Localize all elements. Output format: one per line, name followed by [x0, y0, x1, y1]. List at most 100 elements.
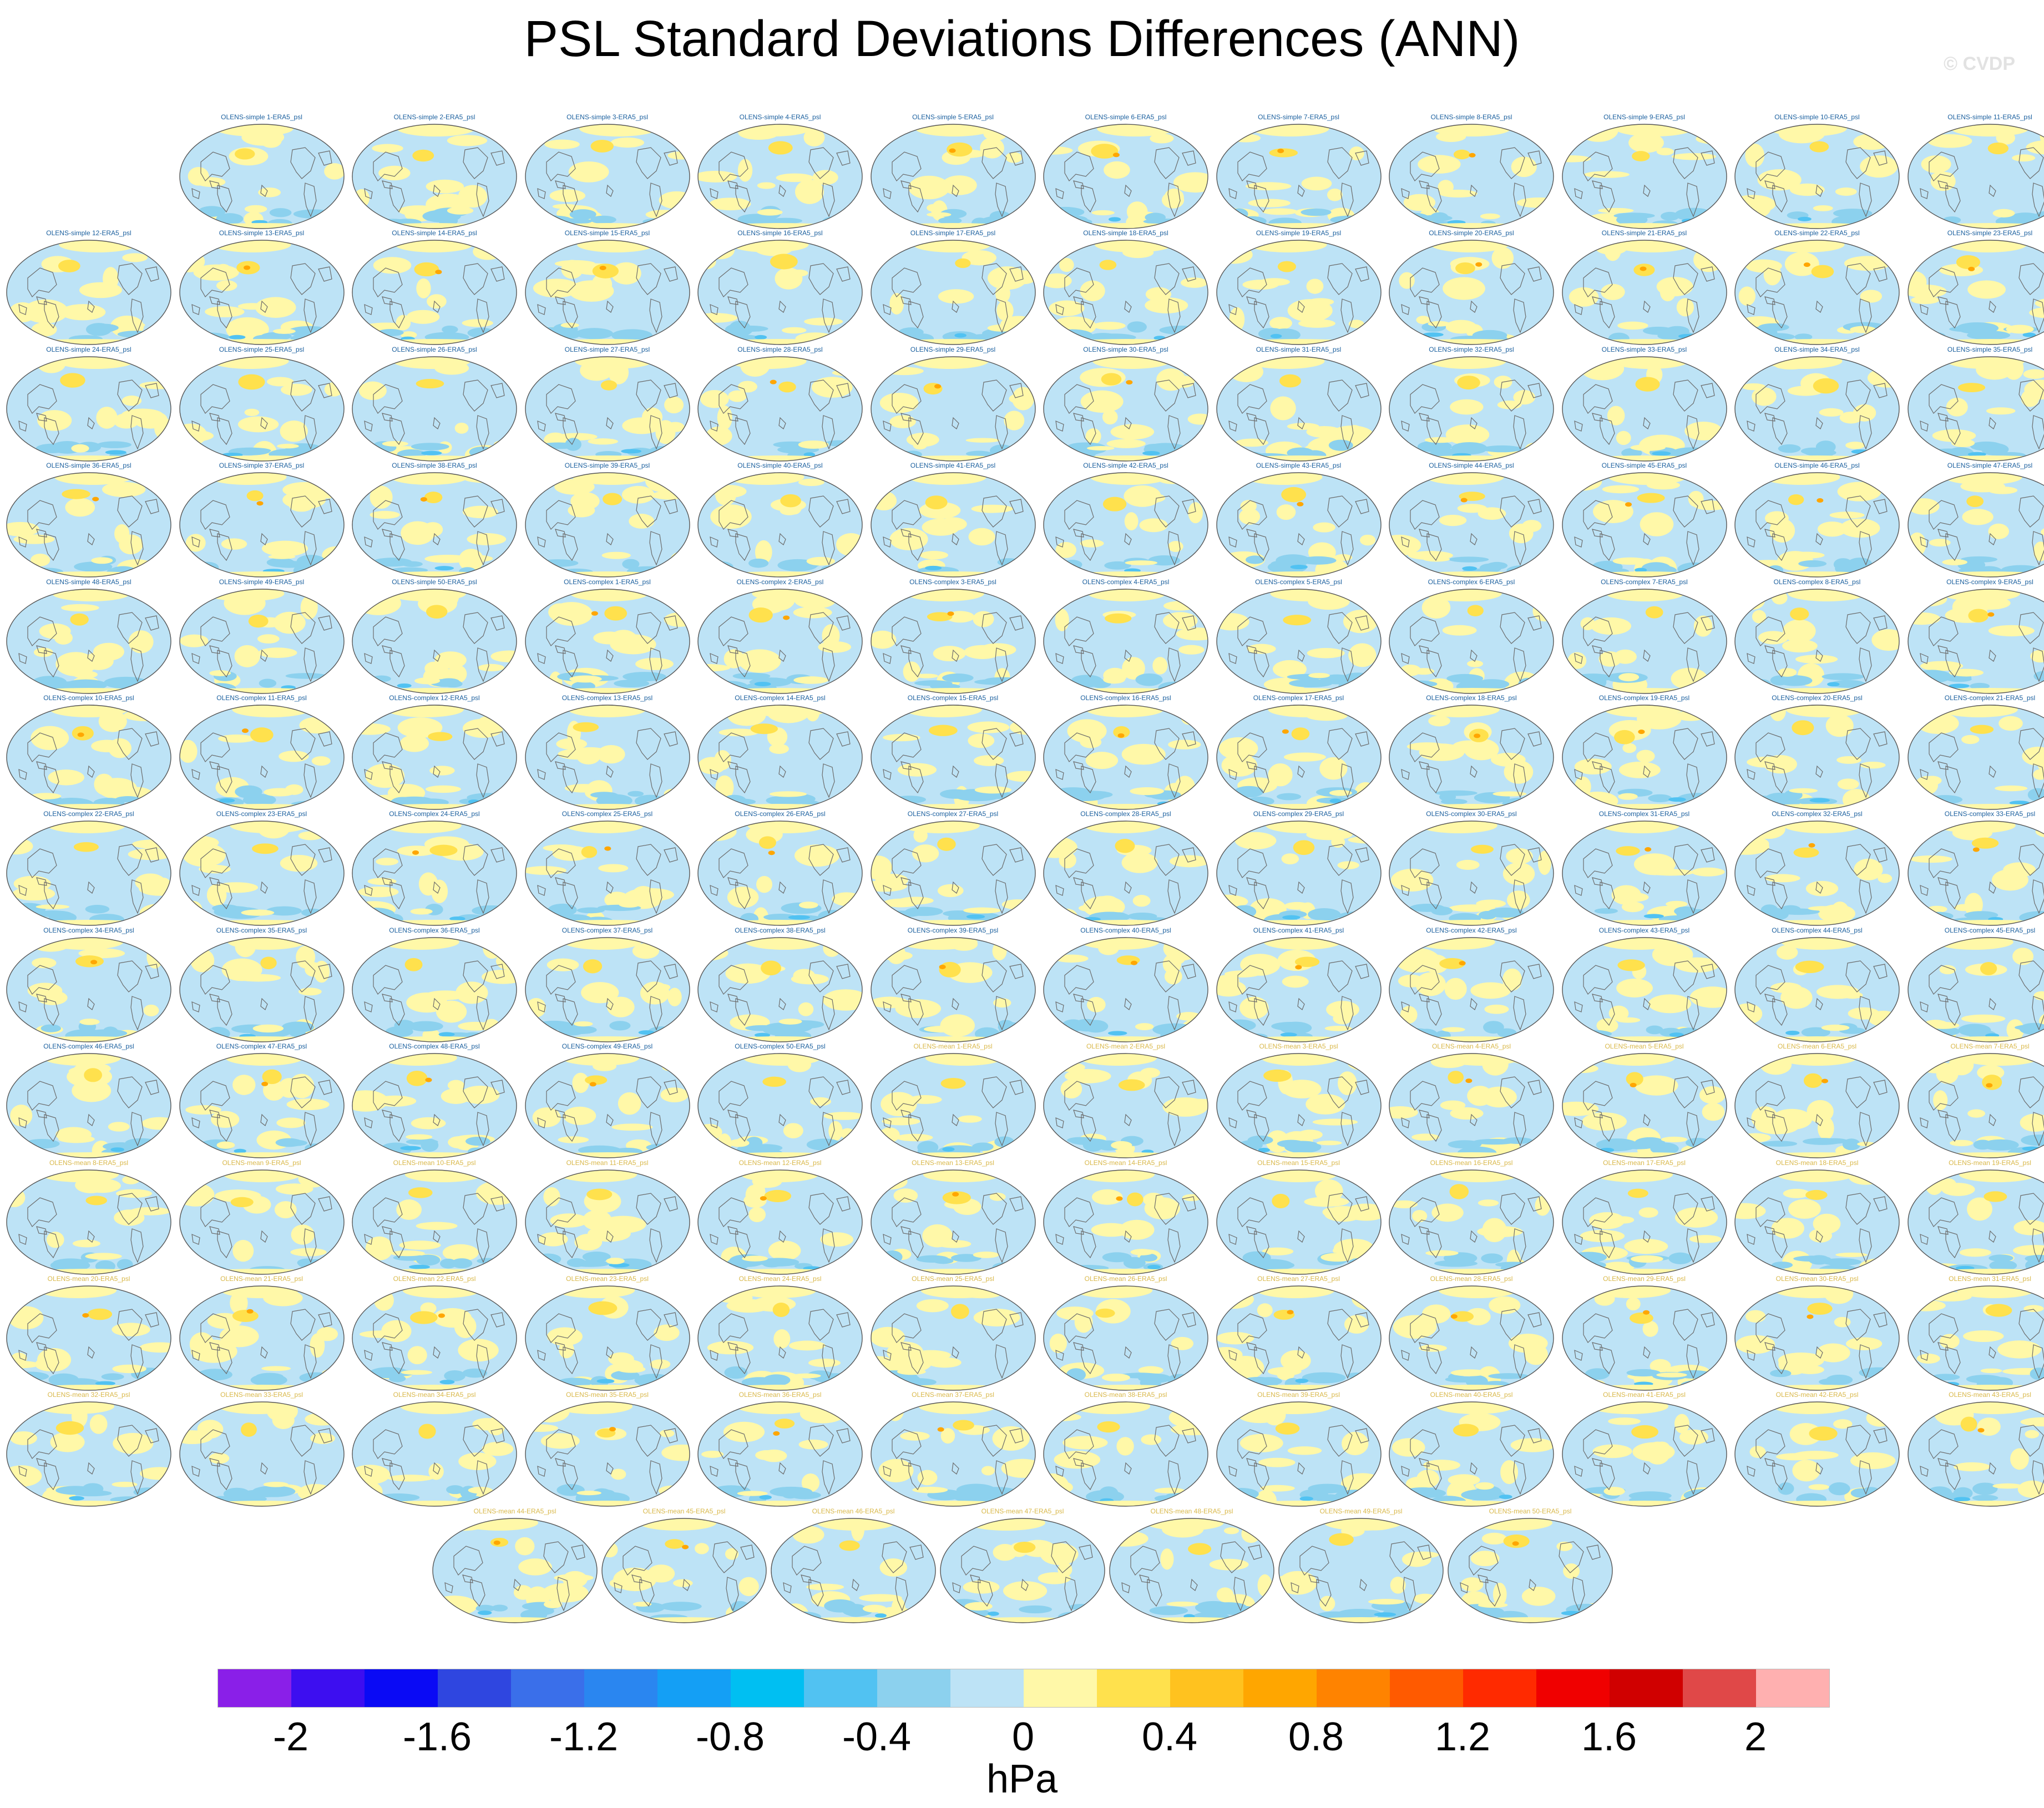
map-panel-label: OLENS-mean 20-ERA5_psl: [47, 1275, 130, 1283]
map-panel: OLENS-complex 17-ERA5_psl: [1216, 693, 1382, 811]
map-panel: OLENS-simple 25-ERA5_psl: [179, 345, 345, 462]
map-panel-label: OLENS-mean 17-ERA5_psl: [1603, 1158, 1686, 1167]
psl-difference-map: [524, 124, 690, 229]
colorbar-tick-label: 0.4: [1141, 1715, 1198, 1759]
map-panel: OLENS-simple 2-ERA5_psl: [351, 112, 518, 230]
map-panel: OLENS-complex 42-ERA5_psl: [1388, 925, 1555, 1043]
map-panel: OLENS-mean 12-ERA5_psl: [697, 1158, 863, 1275]
psl-difference-map: [1907, 1169, 2044, 1275]
map-panel-label: OLENS-complex 38-ERA5_psl: [735, 926, 826, 934]
map-panel-label: OLENS-complex 9-ERA5_psl: [1946, 578, 2033, 586]
map-panel: OLENS-mean 50-ERA5_psl: [1447, 1506, 1613, 1624]
map-panel: OLENS-mean 4-ERA5_psl: [1388, 1041, 1555, 1159]
map-panel: OLENS-mean 5-ERA5_psl: [1561, 1041, 1728, 1159]
psl-difference-map: [1561, 240, 1727, 346]
psl-difference-map: [697, 821, 863, 926]
map-panel-label: OLENS-mean 11-ERA5_psl: [566, 1158, 649, 1167]
map-panel-label: OLENS-simple 3-ERA5_psl: [566, 113, 648, 121]
map-panel-label: OLENS-complex 41-ERA5_psl: [1253, 926, 1344, 934]
map-panel-label: OLENS-mean 24-ERA5_psl: [738, 1275, 822, 1283]
map-panel: OLENS-complex 25-ERA5_psl: [524, 809, 691, 926]
psl-difference-map: [1561, 124, 1727, 229]
psl-difference-map: [1216, 472, 1382, 578]
map-panel: OLENS-mean 16-ERA5_psl: [1388, 1158, 1555, 1275]
psl-difference-map: [870, 356, 1036, 462]
psl-difference-map: [1043, 588, 1208, 694]
psl-difference-map: [870, 1401, 1036, 1507]
map-panel-label: OLENS-mean 36-ERA5_psl: [738, 1391, 822, 1399]
map-panel: OLENS-complex 8-ERA5_psl: [1734, 577, 1900, 695]
map-panel: OLENS-mean 14-ERA5_psl: [1043, 1158, 1209, 1275]
psl-difference-map: [179, 124, 345, 229]
map-panel-label: OLENS-simple 15-ERA5_psl: [564, 229, 650, 237]
colorbar-tick-label: 2: [1744, 1715, 1767, 1759]
map-panel: OLENS-complex 5-ERA5_psl: [1216, 577, 1382, 695]
map-panel: OLENS-simple 49-ERA5_psl: [179, 577, 345, 695]
psl-difference-map: [6, 472, 171, 578]
psl-difference-map: [1561, 588, 1727, 694]
psl-difference-map: [1389, 356, 1554, 462]
map-panel-label: OLENS-mean 50-ERA5_psl: [1489, 1507, 1572, 1515]
map-panel-label: OLENS-simple 2-ERA5_psl: [393, 113, 475, 121]
psl-difference-map: [870, 472, 1036, 578]
map-panel-label: OLENS-mean 26-ERA5_psl: [1084, 1275, 1167, 1283]
map-panel-label: OLENS-complex 24-ERA5_psl: [389, 810, 480, 818]
map-panel: OLENS-complex 21-ERA5_psl: [1907, 693, 2044, 811]
map-panel-label: OLENS-complex 8-ERA5_psl: [1773, 578, 1861, 586]
map-panel: OLENS-simple 27-ERA5_psl: [524, 345, 691, 462]
colorbar-swatch: [1243, 1669, 1317, 1707]
colorbar-tick-label: 0.8: [1288, 1715, 1344, 1759]
map-panel: OLENS-complex 23-ERA5_psl: [179, 809, 345, 926]
map-panel: OLENS-mean 20-ERA5_psl: [6, 1274, 172, 1391]
colorbar-swatch: [1390, 1669, 1463, 1707]
psl-difference-map: [870, 705, 1036, 810]
psl-difference-map: [1907, 937, 2044, 1042]
map-panel-label: OLENS-complex 1-ERA5_psl: [564, 578, 651, 586]
colorbar-tick-label: -0.4: [842, 1715, 912, 1759]
map-panel-label: OLENS-mean 49-ERA5_psl: [1319, 1507, 1403, 1515]
map-panel-label: OLENS-mean 30-ERA5_psl: [1775, 1275, 1859, 1283]
map-panel-label: OLENS-simple 13-ERA5_psl: [219, 229, 305, 237]
map-panel-label: OLENS-complex 45-ERA5_psl: [1944, 926, 2036, 934]
map-panel: OLENS-simple 1-ERA5_psl: [179, 112, 345, 230]
colorbar-swatch: [657, 1669, 731, 1707]
map-panel-label: OLENS-complex 2-ERA5_psl: [736, 578, 824, 586]
psl-difference-map: [1216, 937, 1382, 1042]
map-panel: OLENS-complex 18-ERA5_psl: [1388, 693, 1555, 811]
map-panel-label: OLENS-complex 16-ERA5_psl: [1080, 694, 1171, 702]
map-panel: OLENS-simple 19-ERA5_psl: [1216, 228, 1382, 346]
psl-difference-map: [1907, 588, 2044, 694]
map-panel: OLENS-simple 36-ERA5_psl: [6, 460, 172, 578]
map-panel: OLENS-mean 15-ERA5_psl: [1216, 1158, 1382, 1275]
map-panel: OLENS-simple 12-ERA5_psl: [6, 228, 172, 346]
psl-difference-map: [1216, 821, 1382, 926]
colorbar-swatch: [1097, 1669, 1170, 1707]
map-panel: OLENS-mean 7-ERA5_psl: [1907, 1041, 2044, 1159]
map-panel: OLENS-complex 50-ERA5_psl: [697, 1041, 863, 1159]
map-panel-label: OLENS-simple 10-ERA5_psl: [1774, 113, 1860, 121]
map-panel: OLENS-mean 39-ERA5_psl: [1216, 1390, 1382, 1507]
colorbar-swatch: [218, 1669, 291, 1707]
psl-difference-map: [1278, 1518, 1444, 1623]
map-panel: OLENS-mean 32-ERA5_psl: [6, 1390, 172, 1507]
psl-difference-map: [1389, 821, 1554, 926]
map-panel: OLENS-simple 33-ERA5_psl: [1561, 345, 1728, 462]
map-panel: OLENS-simple 40-ERA5_psl: [697, 460, 863, 578]
colorbar-swatch: [584, 1669, 657, 1707]
map-panel-label: OLENS-mean 21-ERA5_psl: [220, 1275, 303, 1283]
psl-difference-map: [1043, 1285, 1208, 1391]
map-panel-label: OLENS-simple 7-ERA5_psl: [1258, 113, 1339, 121]
psl-difference-map: [352, 472, 517, 578]
map-panel-label: OLENS-complex 50-ERA5_psl: [735, 1042, 826, 1051]
map-panel: OLENS-complex 35-ERA5_psl: [179, 925, 345, 1043]
map-panel: OLENS-complex 14-ERA5_psl: [697, 693, 863, 811]
psl-difference-map: [1389, 1169, 1554, 1275]
map-panel: OLENS-complex 4-ERA5_psl: [1043, 577, 1209, 695]
psl-difference-map: [1907, 1401, 2044, 1507]
colorbar-tick-label: 0: [1011, 1715, 1035, 1759]
map-panel: OLENS-simple 39-ERA5_psl: [524, 460, 691, 578]
psl-difference-map: [697, 1169, 863, 1275]
map-panel-label: OLENS-simple 36-ERA5_psl: [46, 462, 131, 470]
map-panel-label: OLENS-mean 29-ERA5_psl: [1603, 1275, 1686, 1283]
psl-difference-map: [1561, 472, 1727, 578]
